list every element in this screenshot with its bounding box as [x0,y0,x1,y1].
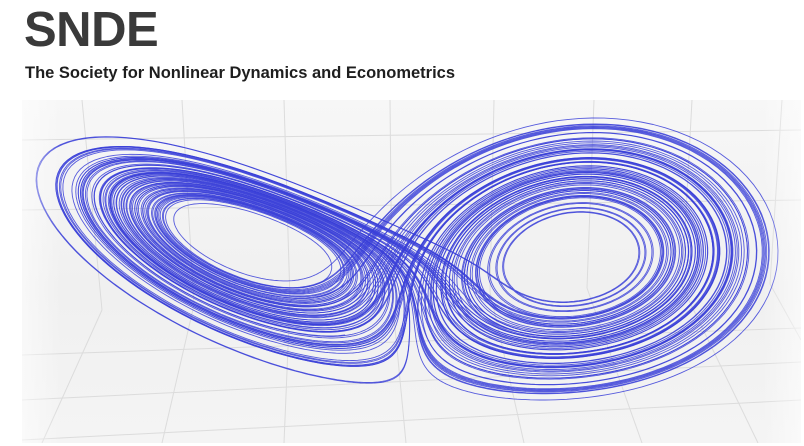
attractor-graphic [22,100,801,443]
lorenz-attractor-image [22,100,801,443]
snde-logo-wordmark: SNDE [24,3,159,57]
society-full-name: The Society for Nonlinear Dynamics and E… [25,64,456,82]
